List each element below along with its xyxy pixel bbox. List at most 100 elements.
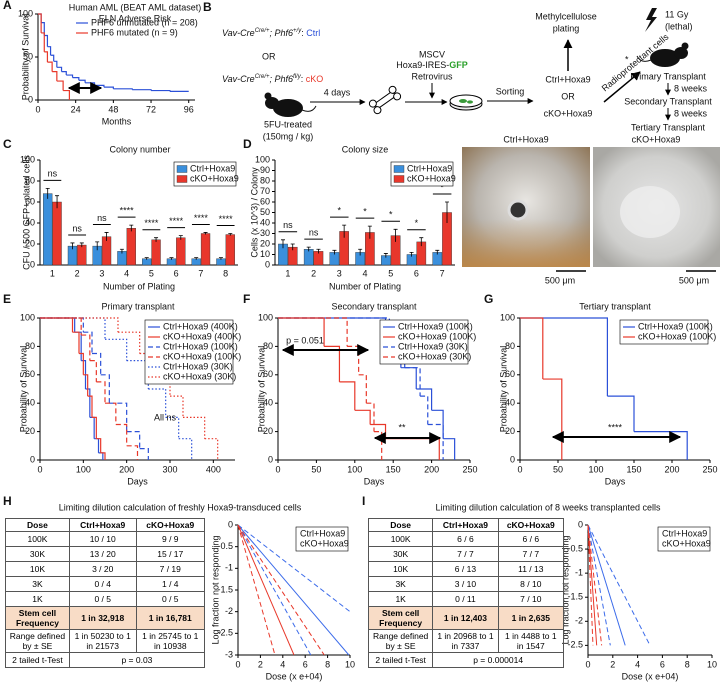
legend-label: cKO+Hoxa9: [662, 538, 711, 548]
annotation: ****: [608, 422, 623, 432]
bar: [225, 234, 235, 266]
chart-title: Secondary transplant: [331, 301, 417, 311]
fit-line: [587, 524, 594, 646]
y-tick-label: -1.5: [217, 584, 233, 594]
error-bar: [316, 248, 321, 254]
wait-label: 8 weeks: [674, 108, 708, 118]
y-tick-label: 90: [260, 165, 270, 175]
cell: 1 in 16,781: [135, 606, 206, 630]
error-bar: [45, 187, 50, 199]
fit-line: [587, 524, 603, 646]
significance-label: ns: [72, 223, 82, 233]
cell: Stem cell Frequency: [367, 606, 434, 630]
x-tick-label: 4: [124, 268, 129, 278]
survival-step: [79, 352, 84, 375]
survival-step: [339, 381, 356, 411]
survival-step: [109, 402, 128, 432]
x-tick-label: 3: [337, 268, 342, 278]
legend-label: Ctrl+Hoxa9 (400K): [163, 321, 238, 331]
treatment-dose: (150mg / kg): [263, 131, 314, 141]
survival-step: [83, 331, 93, 354]
significance-label: *: [363, 207, 367, 217]
methyl: plating: [553, 23, 580, 33]
legend-label: cKO+Hoxa9 (30K): [398, 351, 471, 361]
gfp: GFP: [449, 60, 468, 70]
survival-step: [40, 317, 74, 333]
y-tick-label: 60: [260, 196, 270, 206]
legend-frame: [295, 526, 349, 552]
cell: 1K: [367, 591, 434, 607]
vector: Hoxa9-IRES-GFP: [396, 60, 468, 70]
x-axis-label: Dose (x e+04): [622, 671, 679, 681]
y-tick-label: -0.5: [217, 541, 233, 551]
y-axis-label: Log fraction not responding: [210, 535, 220, 644]
panel-label: I: [362, 494, 365, 508]
survival-step: [204, 438, 219, 460]
x-tick-label: 200: [424, 464, 439, 474]
survival-step: [596, 317, 608, 397]
error-bar: [70, 242, 75, 250]
bar: [176, 237, 186, 266]
cell: 7 / 10: [497, 591, 565, 607]
y-tick-label: -2: [575, 616, 583, 626]
y-tick-label: 20: [260, 238, 270, 248]
survival-step: [74, 331, 82, 361]
fit-line: [587, 524, 651, 646]
legend-label: Ctrl+Hoxa9 (100K): [398, 321, 473, 331]
chart: 0 20 40 60 80 100 0 100 200 300 400 Probability of …: [3, 292, 241, 486]
vector: Retrovirus: [411, 71, 453, 81]
gene: ; Phf6: [270, 74, 294, 84]
significance-label: ns: [283, 220, 293, 230]
vector: MSCV: [419, 49, 445, 59]
survival-step: [40, 317, 84, 333]
arrow: [603, 71, 641, 103]
frequency-row: Stem cell Frequency 1 in 32,918 1 in 16,78…: [5, 606, 206, 630]
x-tick-label: 100: [76, 464, 91, 474]
cell: 1K: [5, 591, 70, 607]
legend-label: Ctrl+Hoxa9: [662, 528, 707, 538]
survival-step: [103, 86, 114, 89]
error-bar: [419, 237, 424, 247]
error-bar: [178, 235, 183, 240]
cell: 100K: [5, 531, 70, 547]
allele: Cre/+: [255, 28, 270, 34]
x-tick-label: 2: [75, 268, 80, 278]
survival-step: [183, 416, 206, 439]
header-cell: cKO+Hoxa9: [497, 518, 565, 532]
survival-step: [47, 46, 52, 56]
survival-step: [324, 345, 341, 382]
survival-step: [50, 54, 55, 62]
table-header: Dose Ctrl+Hoxa9 cKO+Hoxa9: [367, 518, 565, 532]
group: Ctrl: [306, 28, 320, 38]
cell: 11 / 13: [497, 561, 565, 577]
fit-line: [587, 524, 611, 646]
sorting: Sorting: [496, 86, 525, 96]
legend-label: cKO+Hoxa9 (100K): [638, 331, 716, 341]
cell: 9 / 9: [135, 531, 206, 547]
header-cell: Ctrl+Hoxa9: [432, 518, 499, 532]
error-bar: [332, 249, 337, 255]
legend-label: PHF6 mutated (n = 9): [91, 27, 178, 37]
mouse-icon: [264, 92, 317, 117]
bar: [52, 201, 62, 266]
allele: Cre/+: [255, 74, 270, 80]
fit-line: [587, 524, 626, 646]
panel-label: A: [3, 0, 12, 12]
survival-step: [148, 388, 167, 418]
significance-label: ****: [169, 216, 184, 226]
error-bar: [342, 224, 347, 238]
legend-label: cKO+Hoxa9 (30K): [163, 371, 236, 381]
y-tick-label: 100: [20, 312, 35, 322]
y-tick-label: 10: [260, 249, 270, 259]
y-tick-label: 100: [20, 154, 35, 164]
range-row: Range defined by ± SE 1 in 50230 to 1 in …: [5, 629, 206, 653]
legend-frame: [619, 319, 709, 345]
group-cko: cKO+Hoxa9: [544, 108, 593, 118]
survival-step: [96, 438, 102, 453]
significance-label: ns: [309, 228, 319, 238]
survival-step: [61, 71, 67, 76]
cell: 1 in 12,403: [432, 606, 499, 630]
y-tick-label: 80: [260, 175, 270, 185]
cell: 1 in 4488 to 1 in 1547: [497, 629, 565, 653]
